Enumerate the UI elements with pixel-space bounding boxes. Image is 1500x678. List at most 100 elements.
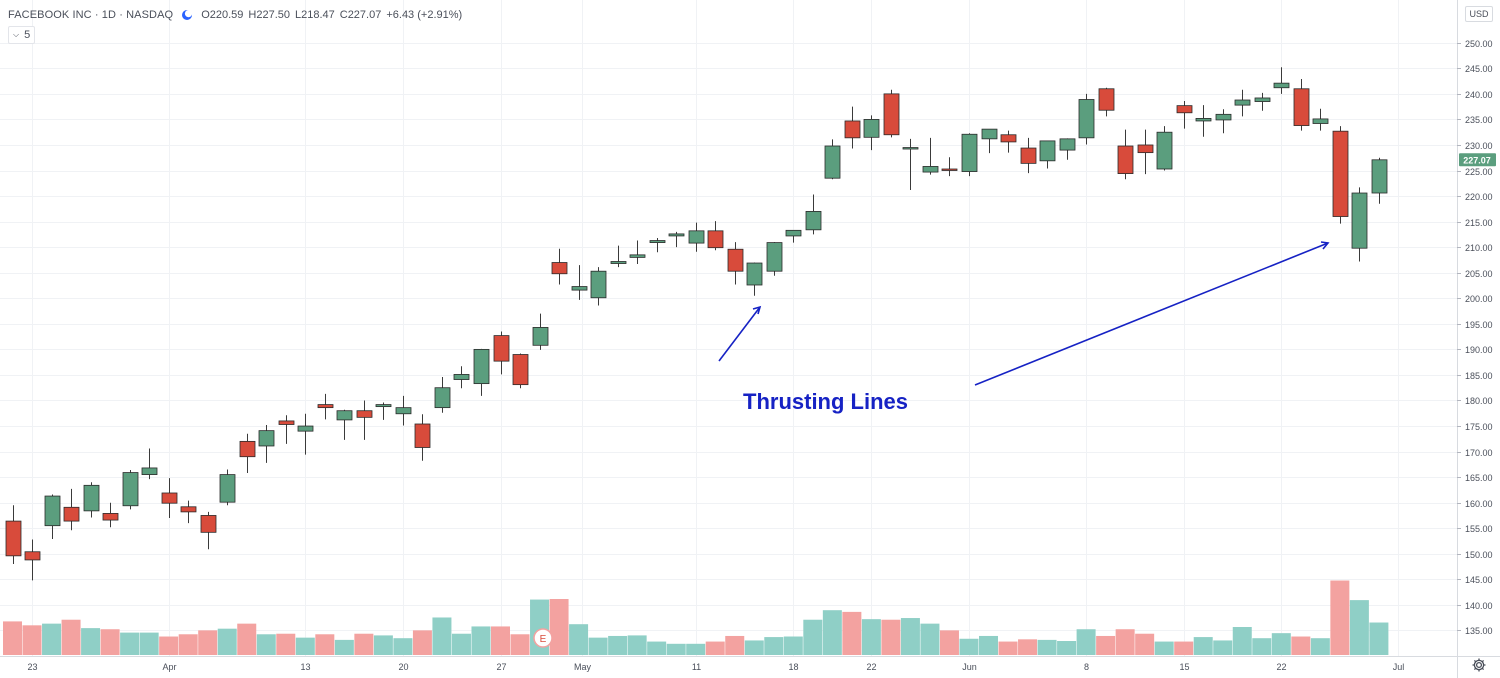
- market-status-icon[interactable]: [181, 9, 193, 21]
- volume-bar: [1310, 638, 1330, 655]
- currency-label: USD: [1469, 9, 1489, 19]
- time-axis[interactable]: 23 Apr 13 20 27 May 11 18 22 Jun 8 15 22 Jul: [27, 662, 1404, 672]
- volume-bar: [1115, 629, 1135, 655]
- candle-body-down: [161, 492, 178, 504]
- volume-bar: [334, 639, 354, 655]
- volume-bar: [881, 619, 901, 655]
- volume-bar: [744, 640, 764, 655]
- candle-body-down: [239, 440, 256, 458]
- candle: [1137, 129, 1154, 175]
- candle-body-up: [336, 410, 353, 421]
- plot-area[interactable]: [0, 0, 1457, 656]
- volume-bar: [61, 619, 81, 655]
- candle: [883, 89, 900, 138]
- volume-bar: [491, 626, 510, 655]
- volume-bar: [842, 611, 862, 655]
- price-tick-label: 155.00: [1465, 524, 1493, 534]
- time-tick-label: Jun: [962, 662, 977, 672]
- candle-body-up: [395, 407, 412, 415]
- volume-bar: [1349, 600, 1369, 655]
- candle: [83, 482, 100, 518]
- candle-body-up: [375, 404, 392, 408]
- candle: [24, 539, 41, 581]
- candle-body-up: [805, 211, 822, 231]
- candle: [590, 267, 607, 306]
- volume-bar: [354, 633, 374, 655]
- candle-body-down: [727, 248, 744, 272]
- candle: [1117, 129, 1134, 180]
- price-tick-label: 205.00: [1465, 269, 1493, 279]
- candle: [1098, 87, 1115, 117]
- price-tick-label: 250.00: [1465, 39, 1493, 49]
- volume-bar: [42, 623, 62, 655]
- volume-bar: [1232, 627, 1252, 655]
- candle-body-up: [961, 133, 978, 172]
- volume-bar: [22, 625, 42, 655]
- grid: [0, 0, 1457, 656]
- candle-body-up: [1234, 99, 1251, 106]
- candle-body-down: [1020, 147, 1037, 164]
- ohlc-close: C227.07: [339, 9, 382, 21]
- candle: [1020, 137, 1037, 174]
- volume-bar: [900, 618, 920, 655]
- candle: [258, 425, 275, 463]
- price-tick-label: 140.00: [1465, 601, 1493, 611]
- candle: [1078, 93, 1095, 145]
- gear-icon[interactable]: [1471, 657, 1487, 673]
- time-tick-label: 13: [300, 662, 310, 672]
- candle: [141, 448, 158, 480]
- candle-body-down: [414, 423, 431, 448]
- volume-bar: [373, 635, 393, 655]
- candle-body-up: [571, 286, 588, 291]
- price-axis[interactable]: 135.00 140.00 145.00 150.00 155.00 160.00 165.…: [1457, 39, 1493, 636]
- chevron-down-icon: ⌵: [13, 30, 20, 39]
- earnings-marker[interactable]: E: [533, 628, 553, 648]
- time-tick-label: 22: [866, 662, 876, 672]
- last-price-label: 227.07: [1463, 155, 1491, 165]
- candle-body-up: [688, 230, 705, 244]
- currency-badge[interactable]: USD: [1465, 6, 1493, 22]
- candle: [551, 248, 568, 285]
- interval-dropdown[interactable]: ⌵ 5: [8, 26, 36, 44]
- symbol-header: FACEBOOK INC · 1D · NASDAQ O220.59 H227.…: [8, 6, 462, 24]
- volume-bar: [217, 628, 237, 655]
- candle: [981, 128, 998, 154]
- candle: [649, 237, 666, 253]
- candle-body-down: [356, 410, 373, 418]
- candle-body-down: [1000, 134, 1017, 143]
- candle: [1371, 157, 1388, 204]
- volume-bar: [1037, 639, 1057, 655]
- volume-bar: [920, 623, 940, 655]
- symbol-title[interactable]: FACEBOOK INC · 1D · NASDAQ: [8, 9, 174, 21]
- price-tick-label: 175.00: [1465, 422, 1493, 432]
- volume-bar: [998, 641, 1018, 655]
- candle-body-up: [785, 229, 802, 237]
- candle-body-up: [1351, 192, 1368, 249]
- ohlc-open: O220.59: [201, 9, 244, 21]
- candle: [1039, 140, 1056, 169]
- volume-bar: [861, 619, 881, 655]
- candle: [785, 229, 802, 243]
- volume-bar: [666, 643, 686, 655]
- volume-bar: [1252, 638, 1272, 655]
- candle: [1156, 126, 1173, 171]
- candle: [356, 400, 373, 440]
- time-tick-label: 11: [692, 662, 701, 672]
- candle: [766, 242, 783, 276]
- candle: [219, 469, 236, 506]
- price-tick-label: 195.00: [1465, 320, 1493, 330]
- price-tick-label: 145.00: [1465, 575, 1493, 585]
- volume-bar: [822, 610, 842, 655]
- price-candles: [5, 67, 1388, 581]
- candle-body-up: [1059, 138, 1076, 151]
- volume-bar: [627, 635, 647, 655]
- candle-body-down: [200, 515, 217, 533]
- candle-body-up: [668, 233, 685, 237]
- candle-body-up: [1156, 131, 1173, 170]
- price-tick-label: 150.00: [1465, 550, 1493, 560]
- candle: [1176, 101, 1193, 129]
- price-tick-label: 160.00: [1465, 499, 1493, 509]
- candle-body-up: [473, 348, 490, 385]
- candle: [688, 222, 705, 252]
